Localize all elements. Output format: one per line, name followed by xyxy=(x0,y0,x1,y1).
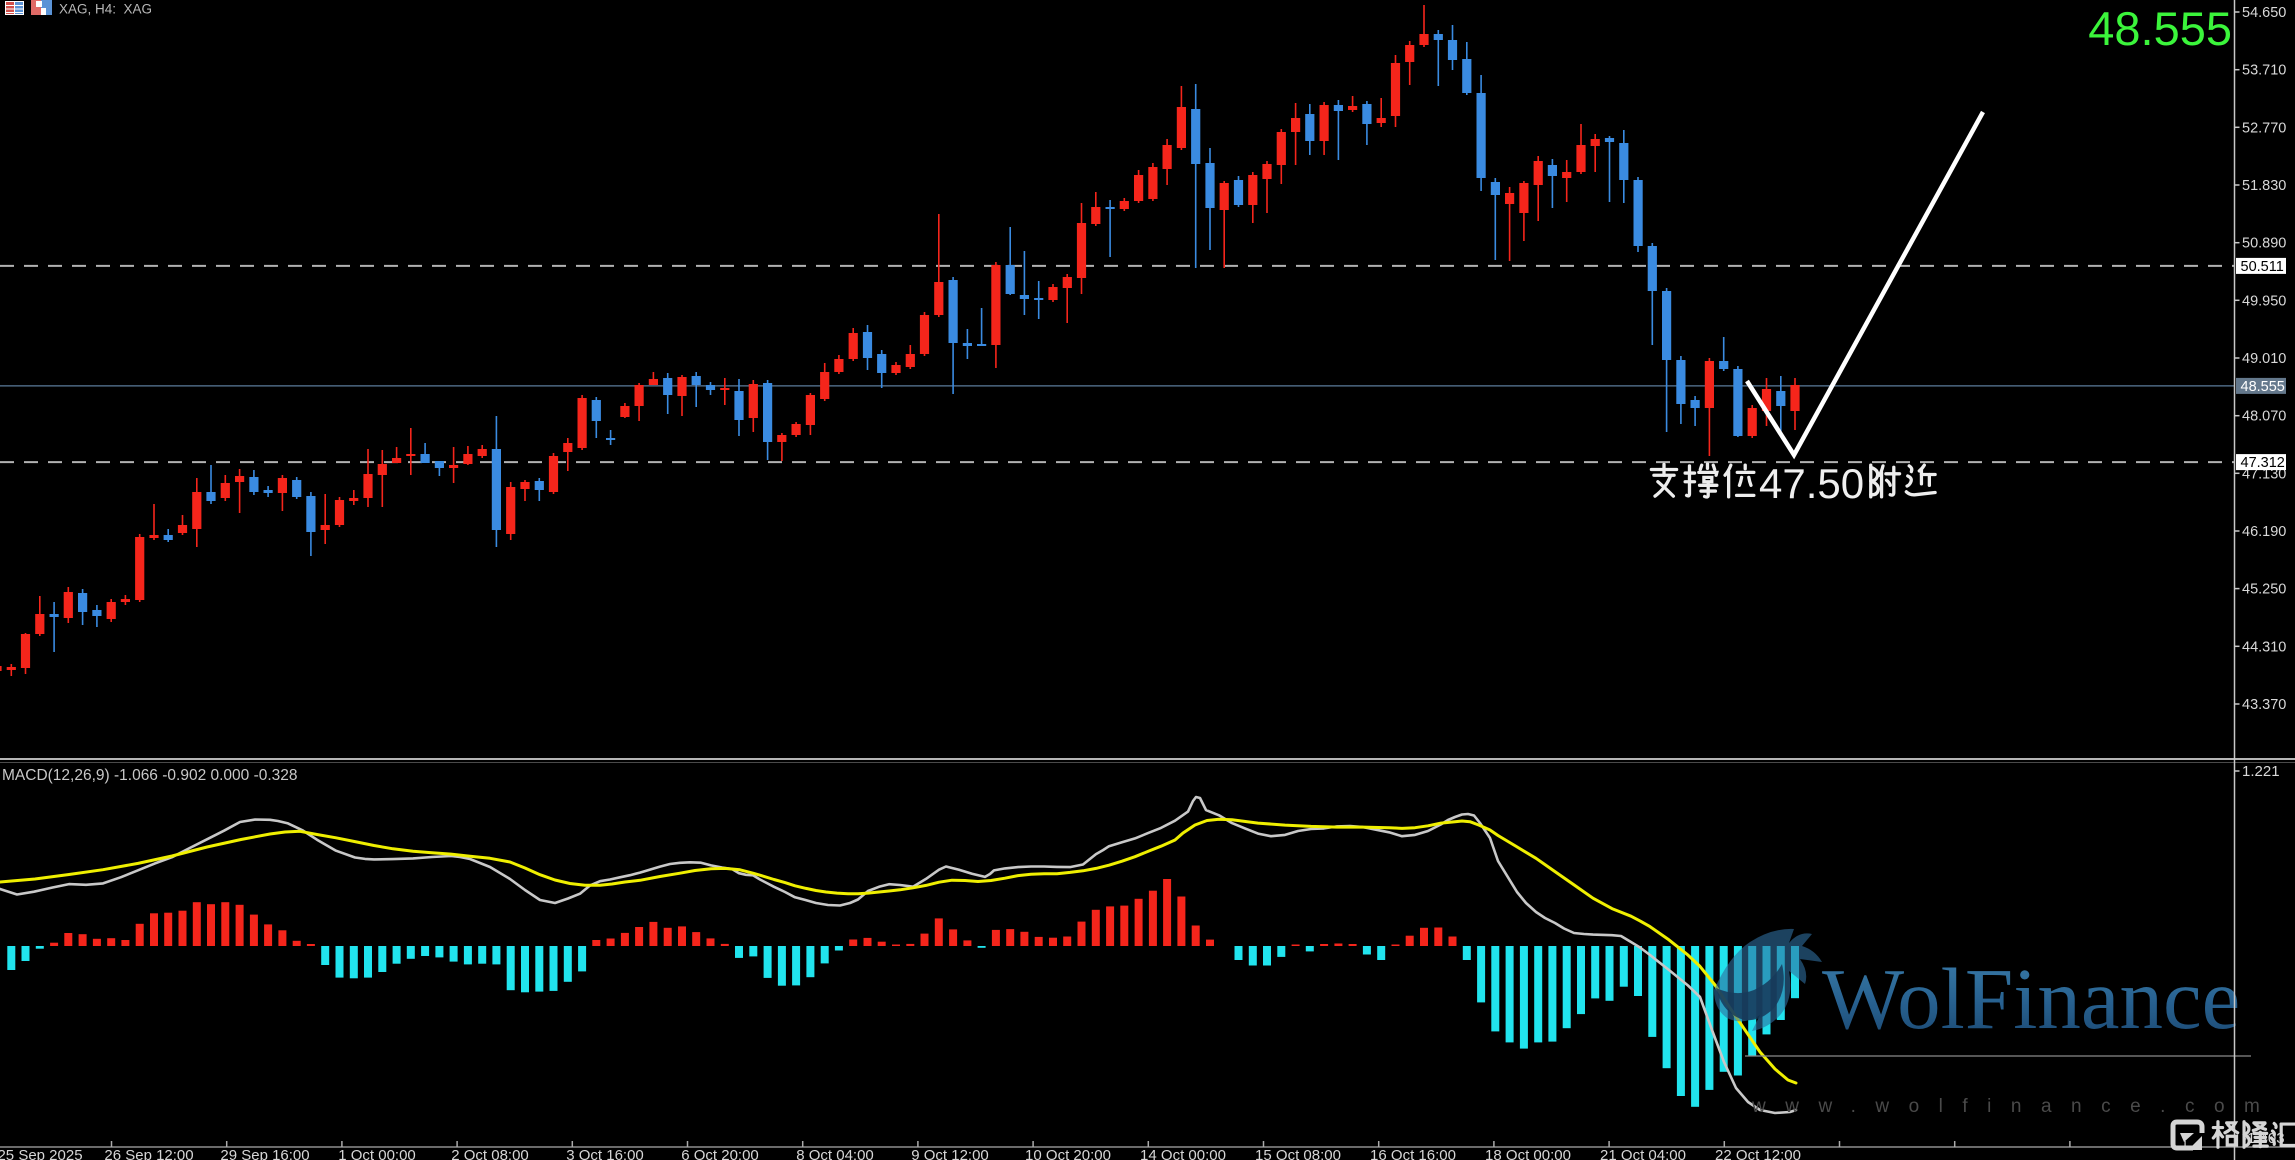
svg-text:49.950: 49.950 xyxy=(2242,293,2286,309)
svg-text:48.555: 48.555 xyxy=(2241,379,2285,395)
svg-text:25 Sep 2025: 25 Sep 2025 xyxy=(0,1147,83,1160)
svg-text:49.010: 49.010 xyxy=(2242,351,2286,367)
svg-text:47.312: 47.312 xyxy=(2241,455,2285,471)
svg-text:52.770: 52.770 xyxy=(2242,120,2286,136)
svg-text:18 Oct 00:00: 18 Oct 00:00 xyxy=(1485,1147,1571,1160)
svg-text:47.130: 47.130 xyxy=(2242,466,2286,482)
svg-text:XAG, H4: XAG: XAG, H4: XAG xyxy=(59,2,152,17)
svg-text:51.830: 51.830 xyxy=(2242,178,2286,194)
svg-text:22 Oct 12:00: 22 Oct 12:00 xyxy=(1715,1147,1801,1160)
svg-text:1.221: 1.221 xyxy=(2242,763,2280,780)
svg-text:10 Oct 20:00: 10 Oct 20:00 xyxy=(1025,1147,1111,1160)
svg-text:6 Oct 20:00: 6 Oct 20:00 xyxy=(681,1147,759,1160)
svg-text:3 Oct 16:00: 3 Oct 16:00 xyxy=(566,1147,644,1160)
svg-text:www.wolfinance.com: www.wolfinance.com xyxy=(1751,1096,2279,1117)
svg-text:44.310: 44.310 xyxy=(2242,639,2286,655)
svg-text:53.710: 53.710 xyxy=(2242,63,2286,79)
svg-text:47.50: 47.50 xyxy=(1759,460,1864,507)
svg-text:43.370: 43.370 xyxy=(2242,697,2286,713)
svg-text:1 Oct 00:00: 1 Oct 00:00 xyxy=(338,1147,416,1160)
svg-text:46.190: 46.190 xyxy=(2242,524,2286,540)
svg-text:48.555: 48.555 xyxy=(2088,2,2232,55)
svg-text:2 Oct 08:00: 2 Oct 08:00 xyxy=(451,1147,529,1160)
svg-text:15 Oct 08:00: 15 Oct 08:00 xyxy=(1255,1147,1341,1160)
svg-text:29 Sep 16:00: 29 Sep 16:00 xyxy=(220,1147,309,1160)
svg-text:9 Oct 12:00: 9 Oct 12:00 xyxy=(911,1147,989,1160)
svg-text:21 Oct 04:00: 21 Oct 04:00 xyxy=(1600,1147,1686,1160)
svg-text:16 Oct 16:00: 16 Oct 16:00 xyxy=(1370,1147,1456,1160)
svg-text:MACD(12,26,9) -1.066 -0.902 0.: MACD(12,26,9) -1.066 -0.902 0.000 -0.328 xyxy=(2,767,298,784)
svg-text:50.890: 50.890 xyxy=(2242,236,2286,252)
svg-text:50.511: 50.511 xyxy=(2241,259,2284,275)
svg-text:WolFinance: WolFinance xyxy=(1822,950,2240,1047)
svg-text:54.650: 54.650 xyxy=(2242,5,2286,21)
svg-text:14 Oct 00:00: 14 Oct 00:00 xyxy=(1140,1147,1226,1160)
svg-text:45.250: 45.250 xyxy=(2242,582,2286,598)
svg-text:8 Oct 04:00: 8 Oct 04:00 xyxy=(796,1147,874,1160)
svg-text:48.070: 48.070 xyxy=(2242,409,2286,425)
svg-text:26 Sep 12:00: 26 Sep 12:00 xyxy=(104,1147,193,1160)
